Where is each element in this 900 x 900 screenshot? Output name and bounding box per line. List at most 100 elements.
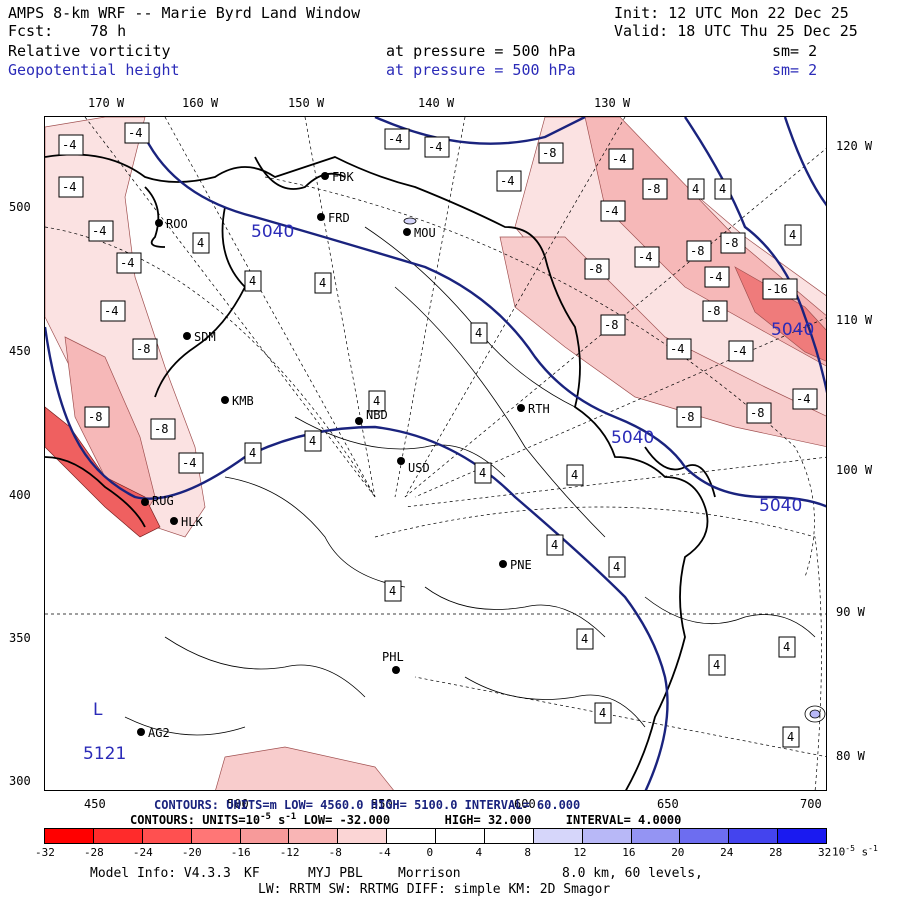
vorticity-label: -8 — [690, 244, 704, 258]
right-lon-label: 110 W — [836, 313, 873, 327]
vorticity-label: 4 — [249, 274, 256, 288]
height-label: 5040 — [771, 320, 814, 340]
left-grid-label: 450 — [9, 344, 31, 358]
colorbar-cell — [631, 829, 681, 843]
station-rug: RUG — [141, 494, 174, 508]
valid-time: Valid: 18 UTC Thu 25 Dec 25 — [614, 22, 858, 40]
colorbar-cell — [45, 829, 94, 843]
colorbar-tick-label: 28 — [769, 846, 783, 859]
vorticity-label: -4 — [428, 140, 442, 154]
colorbar-tick-label: 8 — [524, 846, 531, 859]
colorbar-cell — [93, 829, 143, 843]
vorticity-label: 4 — [475, 326, 482, 340]
svg-text:FRD: FRD — [328, 211, 350, 225]
vorticity-label: -4 — [708, 270, 722, 284]
svg-text:MOU: MOU — [414, 226, 436, 240]
svg-text:SDM: SDM — [194, 330, 216, 344]
left-grid-label: 500 — [9, 200, 31, 214]
colorbar-tick-label: -12 — [279, 846, 300, 859]
vorticity-label: -4 — [796, 392, 810, 406]
vorticity-label: -8 — [542, 146, 556, 160]
colorbar-tick-label: -4 — [377, 846, 391, 859]
vorticity-label: 4 — [389, 584, 396, 598]
init-time: Init: 12 UTC Mon 22 Dec 25 — [614, 4, 849, 22]
coastline — [45, 153, 716, 790]
vorticity-label: -4 — [612, 152, 626, 166]
station-rth: RTH — [517, 402, 550, 416]
colorbar-tick-label: 32 — [818, 846, 832, 859]
vorticity-label: 4 — [787, 730, 794, 744]
vorticity-label: 4 — [713, 658, 720, 672]
right-lon-label: 80 W — [836, 749, 865, 763]
colorbar-tick-label: -16 — [230, 846, 251, 859]
model-info-physics: LW: RRTM SW: RRTMG DIFF: simple KM: 2D S… — [258, 882, 611, 897]
vorticity-label: -8 — [154, 422, 168, 436]
svg-text:HLK: HLK — [181, 515, 203, 529]
height-label: 5040 — [759, 496, 802, 516]
station-frd: FRD — [317, 211, 350, 225]
map-canvas: -4 -4 -4 -4 -4 -4 -4 -4 -4 -4 -4 -4 -4 -… — [45, 117, 826, 790]
vorticity-label: 4 — [373, 394, 380, 408]
station-phl: PHL — [382, 650, 404, 674]
colorbar-tick-label: -20 — [181, 846, 202, 859]
height-label: 5040 — [251, 222, 294, 242]
colorbar-cell — [484, 829, 534, 843]
top-lon-label: 160 W — [182, 96, 219, 110]
vorticity-label: 4 — [309, 434, 316, 448]
svg-text:PHL: PHL — [382, 650, 404, 664]
colorbar-cell — [582, 829, 632, 843]
low-value: 5121 — [83, 744, 126, 764]
svg-text:NBD: NBD — [366, 408, 388, 422]
colorbar-tick-label: -32 — [35, 846, 55, 859]
vorticity-label: -4 — [104, 304, 118, 318]
vorticity-label: -4 — [62, 180, 76, 194]
colorbar-tick-label: -28 — [83, 846, 104, 859]
vorticity-label: -4 — [120, 256, 134, 270]
station-pne: PNE — [499, 558, 532, 572]
colorbar — [44, 828, 827, 844]
map-title: AMPS 8-km WRF -- Marie Byrd Land Window — [8, 4, 361, 22]
field2-name: Geopotential height — [8, 61, 180, 79]
model-info-pbl: MYJ PBL — [308, 866, 363, 881]
model-info-version: Model Info: V4.3.3 — [90, 866, 231, 881]
vorticity-label: 4 — [197, 236, 204, 250]
station-ag2: AG2 — [137, 726, 170, 740]
colorbar-tick-label: -8 — [328, 846, 342, 859]
vorticity-label: -16 — [766, 282, 788, 296]
colorbar-tick-label: 20 — [671, 846, 685, 859]
bottom-grid-label: 600 — [514, 797, 536, 811]
low-center-marker: L 5121 — [83, 700, 126, 764]
svg-text:KMB: KMB — [232, 394, 254, 408]
top-lon-label: 140 W — [418, 96, 455, 110]
colorbar-tick-label: -24 — [132, 846, 153, 859]
station-roo: ROO — [155, 217, 188, 231]
station-fdk: FDK — [321, 170, 354, 184]
right-lon-label: 90 W — [836, 605, 865, 619]
bottom-grid-label: 650 — [657, 797, 679, 811]
colorbar-cell — [142, 829, 192, 843]
vorticity-label: 4 — [479, 466, 486, 480]
bottom-grid-label: 450 — [84, 797, 106, 811]
colorbar-tick-label: 0 — [426, 846, 434, 859]
station-sdm: SDM — [183, 330, 216, 344]
bottom-grid-label: 550 — [371, 797, 393, 811]
colorbar-cell — [533, 829, 583, 843]
vorticity-label: 4 — [249, 446, 256, 460]
vorticity-label: -8 — [88, 410, 102, 424]
colorbar-units: 10-5 s-1 — [832, 844, 878, 859]
vorticity-label: -8 — [680, 410, 694, 424]
colorbar-cell — [778, 829, 826, 843]
station-nbd: NBD — [355, 408, 388, 425]
vorticity-patch-south — [215, 746, 394, 790]
colorbar-tick-label: 12 — [573, 846, 587, 859]
vorticity-label: -4 — [604, 204, 618, 218]
left-grid-label: 300 — [9, 774, 31, 788]
stations: FDK FRD ROO MOU SDM KMB NBD RTH USD RUG … — [137, 170, 550, 740]
vort-contours-label: CONTOURS: — [130, 813, 196, 827]
top-lon-label: 150 W — [288, 96, 325, 110]
vorticity-label: -8 — [604, 318, 618, 332]
vort-interval: INTERVAL= 4.0000 — [565, 813, 682, 827]
height-labels: 5040 5040 5040 5040 — [251, 222, 814, 516]
vorticity-label: 4 — [692, 182, 699, 196]
right-lon-label: 120 W — [836, 139, 873, 153]
